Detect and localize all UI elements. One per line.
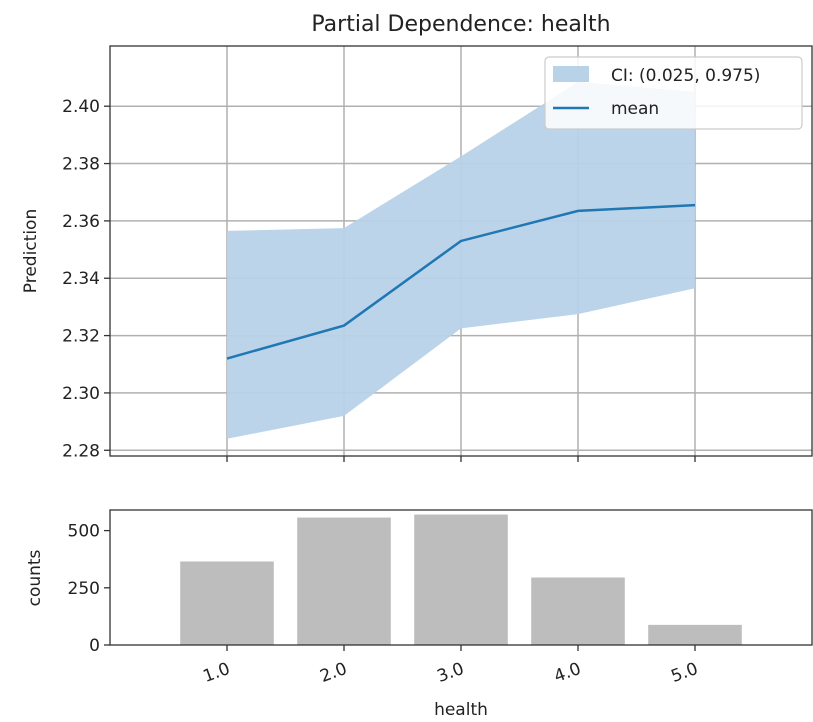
y-tick-label: 2.38 (62, 155, 100, 175)
x-axis-title: health (434, 700, 488, 720)
y-tick-label: 500 (68, 522, 100, 542)
y-tick-label: 2.40 (62, 97, 100, 117)
y-tick-label: 2.36 (62, 212, 100, 232)
chart-title: Partial Dependence: health (311, 12, 610, 37)
count-bar (180, 561, 274, 645)
counts-y-ticks: 0 250 500 (68, 522, 110, 656)
count-bar (531, 577, 625, 645)
x-tick-label: 1.0 (200, 659, 232, 687)
y-axis-title-counts: counts (25, 549, 45, 606)
mean-line (226, 203, 696, 360)
count-bar (414, 514, 508, 645)
legend: CI: (0.025, 0.975) mean (544, 56, 803, 130)
prediction-y-ticks: 2.28 2.30 2.32 2.34 2.36 2.38 2.40 (62, 97, 110, 461)
legend-swatch-ci (553, 66, 589, 82)
ci-band (227, 81, 695, 439)
y-tick-label: 2.34 (62, 269, 100, 289)
y-tick-label: 2.32 (62, 327, 100, 347)
y-tick-label: 2.30 (62, 384, 100, 404)
prediction-panel: 2.282.302.322.342.362.382.40 Prediction … (21, 45, 813, 462)
counts-panel: 0 250 500 1.0 2.0 3.0 4.0 5.0 counts health (25, 509, 813, 720)
legend-box (544, 56, 803, 130)
count-bar (648, 624, 742, 645)
legend-label-ci: CI: (0.025, 0.975) (611, 66, 760, 86)
y-tick-label: 0 (89, 636, 100, 656)
y-tick-label: 2.28 (62, 441, 100, 461)
legend-label-mean: mean (611, 99, 659, 119)
count-bar (297, 517, 391, 645)
counts-x-ticks: 1.0 2.0 3.0 4.0 5.0 (200, 645, 701, 687)
prediction-x-ticks (226, 456, 696, 462)
x-tick-label: 5.0 (668, 659, 700, 687)
x-tick-label: 4.0 (551, 659, 583, 687)
y-axis-title-prediction: Prediction (21, 209, 41, 293)
counts-bars (180, 514, 742, 645)
x-tick-label: 2.0 (317, 659, 349, 687)
y-tick-label: 250 (68, 579, 100, 599)
x-tick-label: 3.0 (434, 659, 466, 687)
